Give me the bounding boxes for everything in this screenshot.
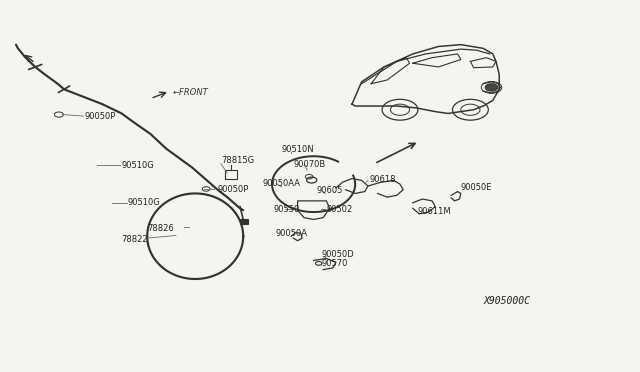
Bar xyxy=(240,219,248,224)
Text: 90550: 90550 xyxy=(274,205,300,214)
Text: 78822: 78822 xyxy=(122,235,148,244)
Text: ←FRONT: ←FRONT xyxy=(173,88,209,97)
Text: 90050E: 90050E xyxy=(461,183,492,192)
Text: 90070B: 90070B xyxy=(293,160,325,169)
Text: 90510G: 90510G xyxy=(128,198,161,207)
Text: 90050P: 90050P xyxy=(218,185,249,194)
Text: X905000C: X905000C xyxy=(483,296,530,306)
Text: 90570: 90570 xyxy=(321,259,348,268)
Text: 90050AA: 90050AA xyxy=(262,179,300,188)
Bar xyxy=(225,170,237,179)
Text: 90510G: 90510G xyxy=(122,161,154,170)
Text: 90050A: 90050A xyxy=(275,229,307,238)
Text: 90050D: 90050D xyxy=(321,250,354,259)
Text: 90605: 90605 xyxy=(316,186,342,195)
Circle shape xyxy=(485,84,498,91)
Text: 90510N: 90510N xyxy=(282,145,314,154)
Text: 78815G: 78815G xyxy=(221,156,254,165)
Text: 90618: 90618 xyxy=(370,175,396,184)
Text: 90502: 90502 xyxy=(326,205,353,214)
Text: 90611M: 90611M xyxy=(417,207,451,216)
Text: 78826: 78826 xyxy=(147,224,174,232)
Text: 90050P: 90050P xyxy=(84,112,116,121)
